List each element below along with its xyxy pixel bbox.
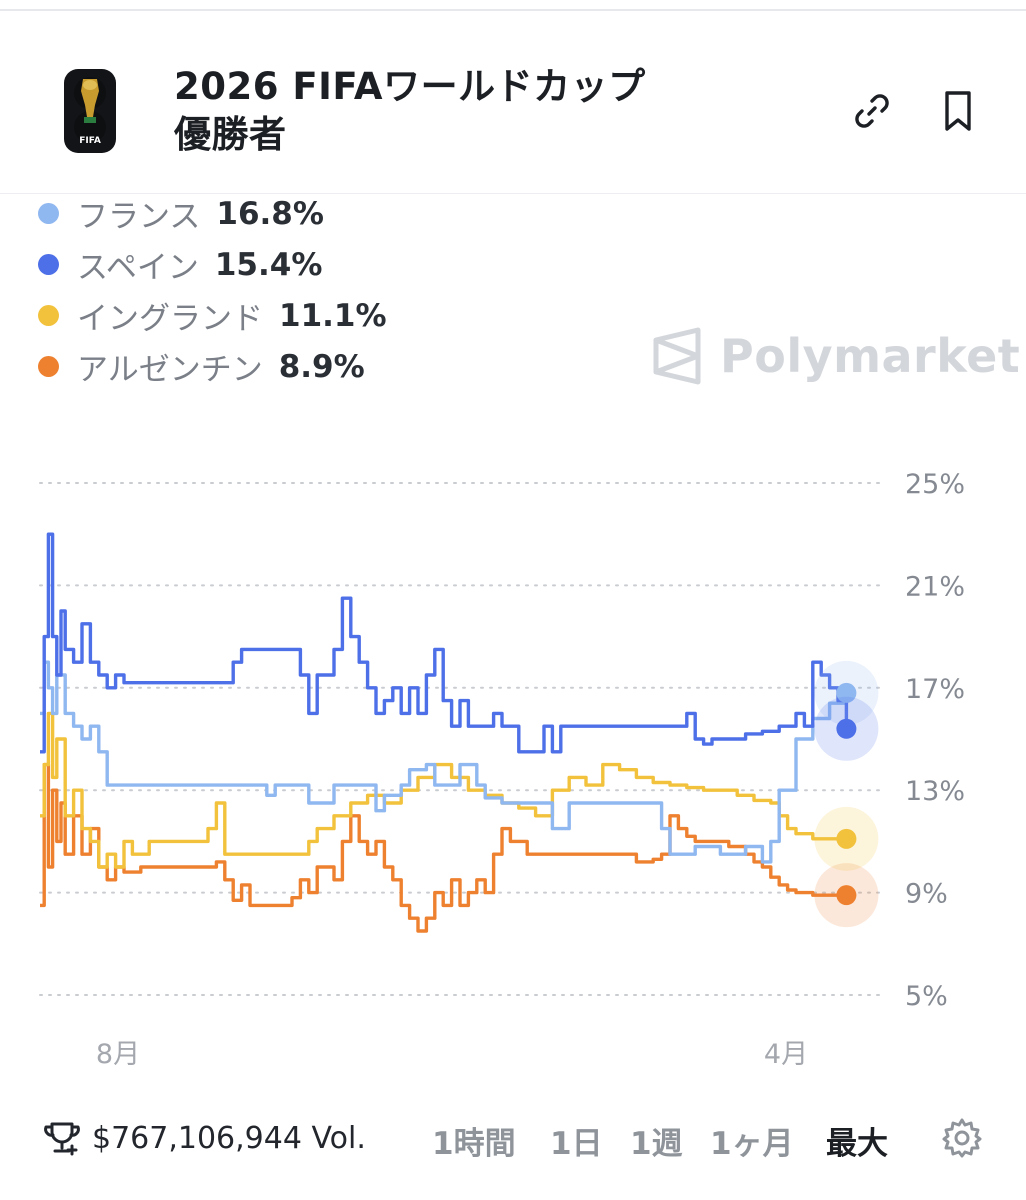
y-tick-label: 17%: [905, 674, 965, 705]
legend-value: 11.1%: [279, 297, 387, 334]
polymarket-logo-icon: [653, 327, 701, 385]
series-line-3: [40, 762, 847, 933]
volume-text: $767,106,944 Vol.: [92, 1120, 366, 1156]
y-tick-label: 5%: [905, 981, 948, 1012]
chart-footer: $767,106,944 Vol. 1時間 1日 1週 1ヶ月 最大: [0, 1108, 1026, 1168]
polymarket-watermark: Polymarket: [650, 326, 1020, 386]
endpoint-dot: [836, 828, 857, 849]
x-tick-label: 4月: [764, 1039, 808, 1070]
legend-item-england: イングランド 11.1%: [38, 290, 387, 341]
series-line-0: [40, 660, 849, 864]
world-cup-logo: FIFA: [64, 69, 116, 153]
series-line-2: [40, 711, 847, 869]
endpoint-dot: [836, 718, 857, 739]
title-line-1: 2026 FIFAワールドカップ: [174, 65, 646, 108]
legend-dot: [38, 305, 59, 326]
logo-text: FIFA: [79, 136, 101, 146]
lines-layer: [40, 532, 849, 933]
endpoint-dot: [836, 885, 857, 906]
gear-icon: [942, 1118, 982, 1158]
y-tick-label: 13%: [905, 776, 965, 807]
x-tick-label: 8月: [96, 1039, 140, 1070]
y-tick-label: 21%: [905, 571, 965, 602]
legend-dot: [38, 203, 59, 224]
trophy-icon: [44, 1122, 80, 1156]
legend-name: イングランド: [77, 301, 263, 337]
link-icon: [855, 94, 889, 128]
copy-link-button[interactable]: [848, 85, 896, 137]
labels-layer: 25% 21% 17% 13% 9% 5% 8月 4月: [96, 469, 965, 1070]
chart-legend: フランス 16.8% スペイン 15.4% イングランド 11.1% アルゼンチ…: [38, 188, 387, 392]
title-line-2: 優勝者: [174, 113, 287, 156]
probability-chart[interactable]: 25% 21% 17% 13% 9% 5% 8月 4月: [0, 440, 1026, 1080]
watermark-text: Polymarket: [720, 329, 1021, 383]
series-line-1: [40, 532, 849, 754]
volume-info: $767,106,944 Vol.: [42, 1118, 366, 1158]
range-1h-button[interactable]: 1時間: [432, 1126, 516, 1162]
markers-layer: [814, 660, 879, 928]
grid-layer: [39, 482, 881, 996]
range-max-button[interactable]: 最大: [826, 1126, 888, 1162]
legend-name: フランス: [77, 199, 201, 235]
y-tick-label: 25%: [905, 469, 965, 500]
header-divider: [0, 193, 1026, 194]
chart-settings-button[interactable]: [940, 1116, 984, 1160]
legend-value: 8.9%: [278, 348, 365, 385]
range-1w-button[interactable]: 1週: [630, 1126, 683, 1162]
legend-item-france: フランス 16.8%: [38, 188, 387, 239]
top-divider: [0, 9, 1026, 11]
bookmark-icon: [945, 91, 971, 131]
range-1m-button[interactable]: 1ヶ月: [710, 1126, 794, 1162]
legend-item-spain: スペイン 15.4%: [38, 239, 387, 290]
endpoint-dot: [836, 682, 857, 703]
range-1d-button[interactable]: 1日: [550, 1126, 603, 1162]
legend-item-argentina: アルゼンチン 8.9%: [38, 341, 387, 392]
legend-value: 16.8%: [216, 195, 324, 232]
legend-value: 15.4%: [214, 246, 323, 283]
legend-name: スペイン: [77, 250, 199, 286]
bookmark-button[interactable]: [934, 85, 982, 137]
page-title: 2026 FIFAワールドカップ 優勝者: [174, 63, 814, 159]
legend-dot: [38, 356, 59, 377]
legend-dot: [38, 254, 59, 275]
y-tick-label: 9%: [905, 879, 948, 910]
legend-name: アルゼンチン: [77, 352, 263, 388]
market-header: FIFA 2026 FIFAワールドカップ 優勝者: [0, 11, 1026, 193]
